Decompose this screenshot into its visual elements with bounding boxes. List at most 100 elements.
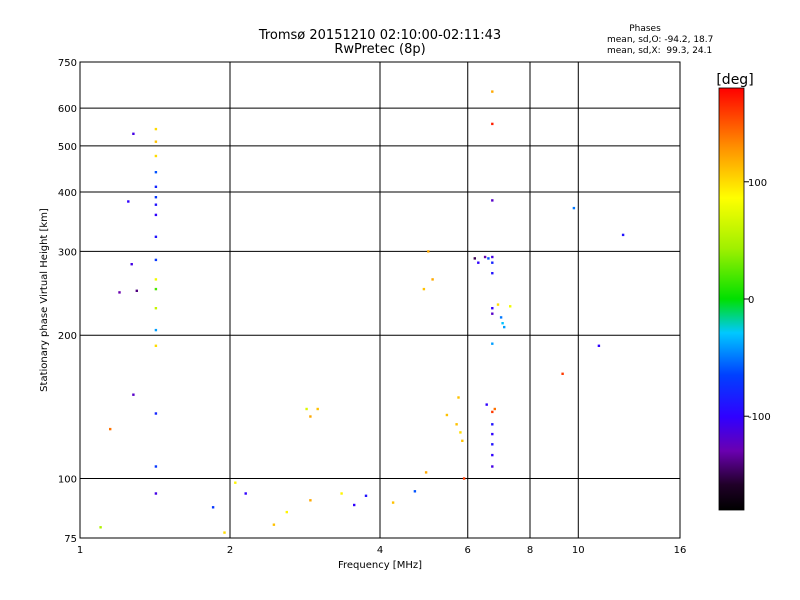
data-point	[457, 396, 460, 399]
data-point	[154, 328, 158, 332]
data-point	[455, 423, 458, 426]
data-point	[309, 415, 312, 418]
data-point	[597, 344, 601, 347]
y-tick-label: 100	[58, 475, 77, 486]
data-point	[154, 235, 158, 238]
data-point	[413, 490, 417, 493]
data-point	[491, 307, 494, 310]
data-point	[130, 263, 133, 266]
data-point	[491, 312, 494, 315]
data-point	[561, 372, 564, 375]
data-point	[503, 325, 506, 329]
data-point	[621, 233, 625, 237]
data-point	[154, 185, 158, 188]
data-point	[244, 492, 247, 495]
data-point	[477, 261, 480, 264]
x-axis: 1 2 4 6 8 10 16	[77, 545, 687, 556]
data-point	[572, 206, 576, 210]
data-point	[340, 492, 343, 495]
data-point	[154, 307, 158, 310]
data-point	[491, 255, 494, 259]
phase-box-line-o: mean, sd,O: -94.2, 18.7	[607, 35, 713, 45]
data-point	[154, 412, 158, 415]
colorbar: [deg] -100 0 100	[716, 72, 771, 511]
data-point	[154, 258, 158, 262]
data-point	[118, 291, 121, 294]
data-point	[391, 501, 395, 504]
x-tick-label: 10	[572, 545, 585, 556]
colorbar-tick-label: -100	[748, 412, 771, 423]
data-point	[154, 213, 158, 217]
data-point	[309, 499, 312, 502]
data-point	[154, 287, 158, 291]
data-point	[509, 305, 512, 308]
colorbar-ticks: -100 0 100	[744, 178, 771, 423]
data-point	[154, 278, 158, 281]
data-point	[154, 140, 158, 143]
data-point	[154, 203, 158, 206]
data-point	[445, 413, 449, 417]
y-tick-label: 75	[64, 534, 77, 545]
x-tick-label: 2	[227, 545, 233, 556]
data-point	[491, 199, 494, 202]
data-point	[154, 196, 158, 199]
colorbar-tick-label: 0	[748, 295, 754, 306]
y-tick-label: 300	[58, 247, 77, 258]
data-point	[353, 503, 356, 507]
colorbar-tick-label: 100	[748, 178, 767, 189]
x-tick-label: 6	[465, 545, 471, 556]
data-point	[491, 432, 494, 436]
data-point	[154, 465, 158, 468]
data-point	[491, 342, 494, 345]
data-point	[234, 481, 237, 484]
data-point	[491, 443, 494, 446]
data-point	[154, 127, 158, 131]
data-point	[461, 439, 464, 442]
data-point	[99, 526, 102, 529]
data-point	[491, 465, 494, 468]
chart-subtitle: RwPretec (8p)	[334, 42, 425, 57]
data-point	[491, 410, 494, 414]
x-axis-label: Frequency [MHz]	[338, 560, 422, 571]
y-tick-label: 200	[58, 331, 77, 342]
data-point	[491, 90, 494, 93]
data-point	[132, 132, 135, 135]
data-points	[99, 90, 625, 534]
data-point	[431, 278, 434, 281]
phase-box-title: Phases	[629, 24, 661, 34]
data-point	[272, 523, 276, 526]
data-point	[211, 506, 215, 509]
x-tick-label: 8	[527, 545, 533, 556]
data-point	[135, 289, 138, 292]
chart-title: Tromsø 20151210 02:10:00-02:11:43	[258, 28, 501, 43]
data-point	[305, 407, 308, 411]
data-point	[483, 255, 487, 259]
y-tick-label: 500	[58, 142, 77, 153]
grid	[80, 62, 680, 538]
colorbar-gradient	[718, 87, 745, 511]
data-point	[485, 403, 488, 406]
data-point	[154, 344, 158, 347]
data-point	[127, 200, 130, 203]
data-point	[491, 261, 494, 264]
data-point	[459, 431, 462, 434]
data-point	[499, 316, 503, 319]
data-point	[491, 272, 494, 275]
y-axis: 75 100 200 300 400 500 600 750	[58, 58, 77, 545]
data-point	[154, 171, 158, 174]
y-tick-label: 600	[58, 104, 77, 115]
plot-frame	[79, 61, 681, 539]
y-tick-label: 400	[58, 188, 77, 199]
data-point	[427, 250, 430, 253]
y-axis-label: Stationary phase Virtual Height [km]	[39, 208, 50, 392]
data-point	[364, 494, 368, 497]
data-point	[501, 322, 504, 325]
data-point	[285, 510, 288, 514]
data-point	[491, 122, 494, 126]
x-tick-label: 1	[77, 545, 83, 556]
data-point	[154, 492, 158, 495]
plot-area: 1 2 4 6 8 10 16 75 100 200 300 400 500 600 750	[58, 58, 686, 556]
data-point	[132, 393, 135, 396]
data-point	[473, 257, 476, 260]
